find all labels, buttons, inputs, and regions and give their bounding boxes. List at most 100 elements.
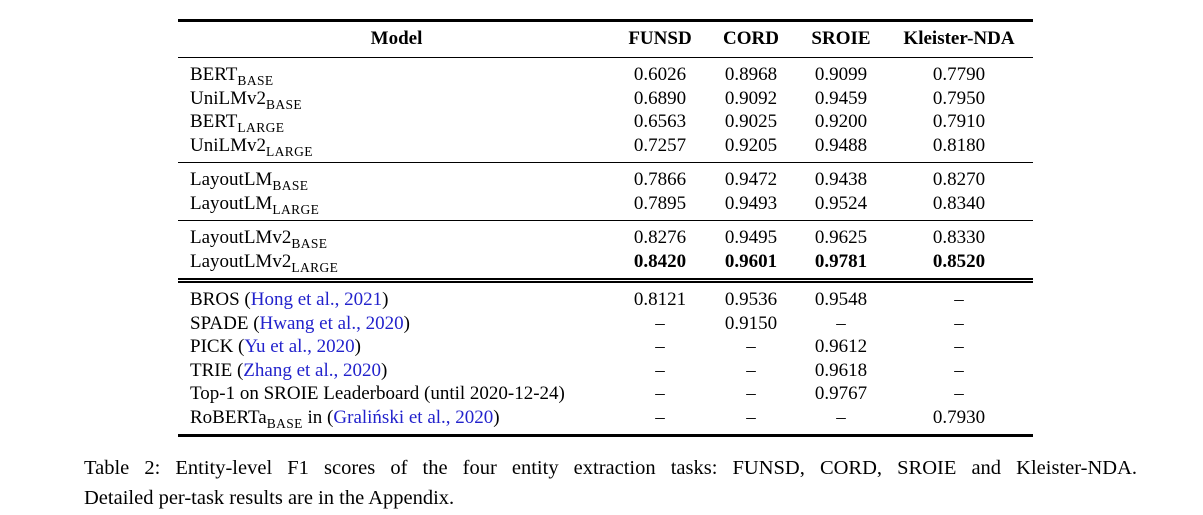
model-name-text: SPADE (	[190, 312, 260, 334]
score-cell: 0.7950	[932, 87, 986, 109]
model-size-subscript: LARGE	[291, 259, 339, 275]
model-name: BERTBASE	[178, 58, 615, 87]
citation-link[interactable]: Hong et al., 2021	[250, 289, 383, 310]
score-cell-empty: –	[746, 359, 756, 381]
model-name: LayoutLMLARGE	[178, 192, 615, 221]
score-cell: 0.9200	[814, 111, 868, 132]
model-name-text: LayoutLMv2	[190, 250, 292, 272]
model-name-text: )	[403, 312, 410, 334]
score-cell: 0.8270	[932, 169, 986, 190]
table-row: TRIE (Zhang et al., 2020) – – 0.9618 –	[178, 359, 1033, 383]
model-name: SPADE (Hwang et al., 2020)	[178, 312, 615, 336]
table-row: BERTBASE 0.6026 0.8968 0.9099 0.7790	[178, 58, 1033, 87]
score-cell: 0.9548	[814, 289, 868, 310]
table-row: UniLMv2LARGE 0.7257 0.9205 0.9488 0.8180	[178, 134, 1033, 163]
table-row: RoBERTaBASE in (Graliński et al., 2020) –…	[178, 406, 1033, 436]
model-name: RoBERTaBASE in (Graliński et al., 2020)	[178, 406, 615, 436]
score-cell: 0.9438	[814, 169, 868, 190]
score-cell: 0.9472	[724, 169, 778, 190]
citation-link[interactable]: Yu et al., 2020	[244, 336, 355, 357]
model-size-subscript: BASE	[266, 415, 303, 431]
score-cell: 0.8121	[633, 289, 687, 310]
score-cell-empty: –	[655, 312, 665, 334]
caption-line-2: Detailed per-task results are in the App…	[84, 487, 455, 509]
score-cell: 0.6890	[633, 87, 687, 109]
model-name-text: BROS (	[190, 289, 251, 310]
score-cell: 0.8330	[932, 227, 986, 248]
model-size-subscript: BASE	[291, 235, 328, 251]
score-cell-empty: –	[954, 359, 964, 381]
table-row: UniLMv2BASE 0.6890 0.9092 0.9459 0.7950	[178, 87, 1033, 111]
citation-link[interactable]: Graliński et al., 2020	[333, 406, 494, 428]
score-cell: 0.9767	[814, 383, 868, 404]
table-row: PICK (Yu et al., 2020) – – 0.9612 –	[178, 335, 1033, 359]
score-cell: 0.8180	[932, 134, 986, 156]
score-cell: 0.9459	[814, 87, 868, 109]
model-name-text: )	[381, 359, 388, 381]
score-cell: 0.9601	[724, 250, 778, 272]
section-bert-unilm: BERTBASE 0.6026 0.8968 0.9099 0.7790 UniLMv2B…	[178, 58, 1033, 163]
model-name-text: UniLMv2	[190, 87, 266, 109]
model-name-text: Top-1 on SROIE Leaderboard (until 2020-1…	[190, 383, 565, 404]
score-cell-empty: –	[655, 406, 665, 428]
model-name: Top-1 on SROIE Leaderboard (until 2020-1…	[178, 382, 615, 406]
score-cell: 0.9495	[724, 227, 778, 248]
score-cell: 0.9092	[724, 87, 778, 109]
score-cell-empty: –	[836, 406, 846, 428]
score-cell: 0.8520	[932, 250, 986, 272]
results-table: Model FUNSD CORD SROIE Kleister-NDA BERT…	[178, 19, 1033, 437]
score-cell: 0.7790	[932, 64, 986, 85]
model-name-text: RoBERTa	[190, 406, 267, 428]
score-cell: 0.9099	[814, 64, 868, 85]
table-row: LayoutLMBASE 0.7866 0.9472 0.9438 0.8270	[178, 163, 1033, 192]
score-cell-empty: –	[836, 312, 846, 334]
citation-link[interactable]: Zhang et al., 2020	[243, 359, 382, 381]
model-name-text: in (	[302, 406, 334, 428]
model-size-subscript: LARGE	[237, 119, 285, 135]
score-cell: 0.8968	[724, 64, 778, 85]
score-cell: 0.9488	[814, 134, 868, 156]
column-header-funsd: FUNSD	[615, 20, 705, 58]
model-name: TRIE (Zhang et al., 2020)	[178, 359, 615, 383]
model-name-text: LayoutLM	[190, 169, 273, 190]
table-caption: Table 2: Entity-level F1 scores of the f…	[84, 453, 1137, 513]
score-cell-empty: –	[954, 289, 964, 310]
score-cell: 0.8276	[633, 227, 687, 248]
citation-link[interactable]: Hwang et al., 2020	[259, 312, 404, 334]
table-row: BERTLARGE 0.6563 0.9025 0.9200 0.7910	[178, 110, 1033, 134]
model-name-text: BERT	[190, 111, 238, 132]
score-cell: 0.8340	[932, 192, 986, 214]
score-cell-empty: –	[954, 312, 964, 334]
section-layoutlm: LayoutLMBASE 0.7866 0.9472 0.9438 0.8270 Layo…	[178, 162, 1033, 221]
score-cell: 0.8420	[633, 250, 687, 272]
score-cell-empty: –	[655, 336, 665, 357]
score-cell: 0.9781	[814, 250, 868, 272]
model-name-text: )	[382, 289, 389, 310]
score-cell-empty: –	[746, 406, 756, 428]
score-cell: 0.7257	[633, 134, 687, 156]
score-cell: 0.9150	[724, 312, 778, 334]
table-row: LayoutLMv2BASE 0.8276 0.9495 0.9625 0.8330	[178, 221, 1033, 250]
model-name-text: UniLMv2	[190, 134, 266, 156]
header-row: Model FUNSD CORD SROIE Kleister-NDA	[178, 20, 1033, 58]
score-cell: 0.9618	[814, 359, 868, 381]
model-name: UniLMv2LARGE	[178, 134, 615, 163]
section-prior-work: BROS (Hong et al., 2021) 0.8121 0.9536 0.95…	[178, 280, 1033, 436]
model-name-text: LayoutLM	[190, 192, 273, 214]
caption-line-1: Table 2: Entity-level F1 scores of the f…	[84, 457, 1137, 479]
model-name-text: )	[493, 406, 500, 428]
score-cell-empty: –	[655, 383, 665, 404]
model-name-text: TRIE (	[190, 359, 244, 381]
entity-f1-table: Model FUNSD CORD SROIE Kleister-NDA BERT…	[178, 19, 1033, 437]
score-cell: 0.9493	[724, 192, 778, 214]
score-cell: 0.9025	[724, 111, 778, 132]
score-cell: 0.9612	[814, 336, 868, 357]
model-size-subscript: LARGE	[266, 143, 313, 159]
column-header-sroie: SROIE	[797, 20, 885, 58]
score-cell-empty: –	[954, 336, 964, 357]
score-cell: 0.9524	[814, 192, 868, 214]
score-cell: 0.6026	[633, 64, 687, 85]
column-header-model: Model	[178, 20, 615, 58]
score-cell: 0.6563	[633, 111, 687, 132]
